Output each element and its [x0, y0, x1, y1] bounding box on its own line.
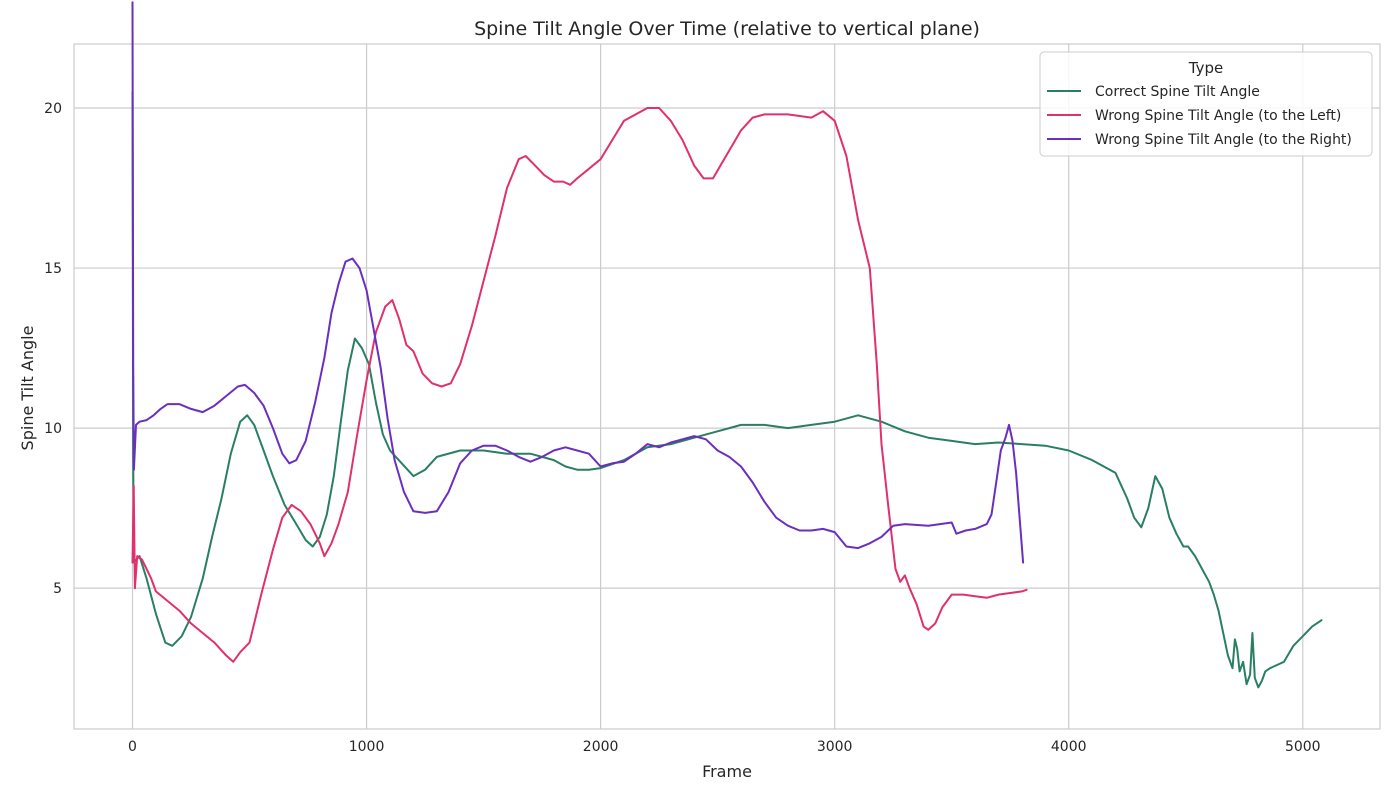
series-lines — [131, 1, 1323, 689]
x-tick-label: 1000 — [349, 739, 385, 755]
plot-area-frame — [73, 43, 1381, 730]
legend: Type Correct Spine Tilt Angle Wrong Spin… — [1039, 51, 1373, 157]
chart-title: Spine Tilt Angle Over Time (relative to … — [474, 18, 980, 40]
y-tick-labels: 5 10 15 20 — [44, 101, 62, 597]
x-tick-label: 0 — [128, 739, 137, 755]
x-tick-label: 4000 — [1051, 739, 1087, 755]
x-tick-label: 5000 — [1285, 739, 1321, 755]
x-tick-label: 3000 — [817, 739, 853, 755]
legend-label-correct: Correct Spine Tilt Angle — [1095, 84, 1260, 100]
series-line-right — [131, 1, 1025, 564]
x-axis-label: Frame — [702, 762, 752, 781]
legend-title: Type — [1188, 59, 1223, 77]
legend-box — [1039, 51, 1373, 157]
series-line-left — [131, 107, 1028, 663]
series-line-correct — [131, 91, 1323, 689]
legend-label-left: Wrong Spine Tilt Angle (to the Left) — [1095, 108, 1341, 124]
x-tick-label: 2000 — [583, 739, 619, 755]
legend-label-right: Wrong Spine Tilt Angle (to the Right) — [1095, 132, 1352, 148]
y-axis-label: Spine Tilt Angle — [18, 326, 37, 451]
x-tick-labels: 0 1000 2000 3000 4000 5000 — [128, 739, 1321, 755]
y-tick-label: 5 — [53, 581, 62, 597]
y-tick-label: 20 — [44, 101, 62, 117]
y-tick-label: 15 — [44, 261, 62, 277]
y-tick-label: 10 — [44, 421, 62, 437]
